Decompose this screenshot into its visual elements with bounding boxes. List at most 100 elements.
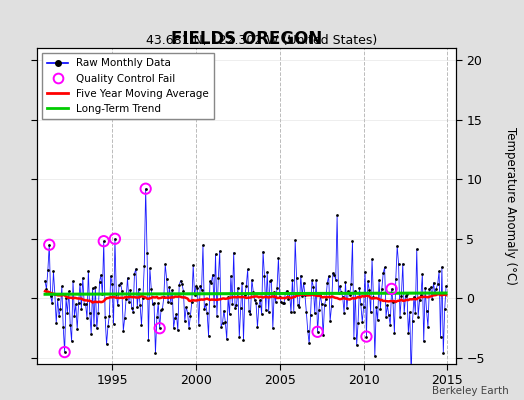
Point bbox=[265, 309, 273, 315]
Point bbox=[228, 301, 236, 307]
Point bbox=[152, 314, 161, 321]
Point bbox=[122, 296, 130, 302]
Legend: Raw Monthly Data, Quality Control Fail, Five Year Moving Average, Long-Term Tren: Raw Monthly Data, Quality Control Fail, … bbox=[42, 53, 214, 119]
Point bbox=[280, 300, 288, 306]
Point bbox=[278, 300, 287, 306]
Point bbox=[298, 292, 307, 299]
Point bbox=[261, 306, 270, 313]
Point bbox=[175, 282, 183, 288]
Point bbox=[87, 330, 95, 337]
Point bbox=[139, 295, 147, 301]
Point bbox=[118, 288, 126, 294]
Point bbox=[257, 311, 266, 317]
Point bbox=[343, 305, 351, 311]
Point bbox=[355, 284, 364, 291]
Point bbox=[199, 242, 207, 248]
Point bbox=[362, 333, 370, 340]
Point bbox=[350, 335, 358, 341]
Point bbox=[129, 308, 137, 315]
Point bbox=[309, 284, 318, 290]
Point bbox=[284, 296, 292, 302]
Point bbox=[347, 281, 355, 287]
Point bbox=[431, 291, 439, 297]
Point bbox=[364, 278, 372, 284]
Point bbox=[291, 237, 299, 244]
Point bbox=[295, 304, 303, 310]
Point bbox=[132, 266, 140, 272]
Point bbox=[408, 318, 417, 324]
Point bbox=[110, 321, 118, 327]
Point bbox=[308, 277, 316, 284]
Point bbox=[432, 285, 441, 292]
Point bbox=[400, 310, 408, 316]
Point bbox=[111, 236, 119, 242]
Point bbox=[81, 301, 90, 308]
Point bbox=[55, 313, 63, 319]
Point bbox=[386, 322, 395, 328]
Point bbox=[313, 329, 322, 335]
Point bbox=[429, 280, 438, 286]
Point bbox=[58, 283, 66, 290]
Point bbox=[60, 349, 69, 355]
Point bbox=[404, 330, 412, 336]
Title: FIELDS OREGON: FIELDS OREGON bbox=[171, 30, 322, 48]
Point bbox=[83, 315, 91, 321]
Point bbox=[244, 266, 252, 273]
Point bbox=[161, 261, 169, 268]
Point bbox=[204, 333, 213, 339]
Point bbox=[393, 243, 401, 249]
Point bbox=[344, 288, 353, 294]
Point bbox=[115, 282, 123, 288]
Point bbox=[73, 326, 81, 332]
Point bbox=[365, 287, 374, 293]
Point bbox=[438, 264, 446, 270]
Point bbox=[63, 310, 72, 316]
Point bbox=[294, 301, 302, 308]
Point bbox=[169, 324, 178, 331]
Point bbox=[313, 329, 322, 335]
Point bbox=[282, 288, 291, 294]
Point bbox=[84, 268, 93, 274]
Point bbox=[322, 296, 330, 302]
Point bbox=[320, 302, 329, 308]
Point bbox=[412, 246, 421, 252]
Point bbox=[220, 307, 228, 314]
Point bbox=[167, 300, 175, 306]
Point bbox=[416, 297, 424, 304]
Point bbox=[436, 334, 445, 340]
Point bbox=[221, 318, 230, 325]
Point bbox=[214, 275, 223, 282]
Point bbox=[374, 317, 382, 323]
Point bbox=[198, 286, 206, 293]
Point bbox=[41, 278, 49, 284]
Point bbox=[252, 300, 260, 306]
Point bbox=[239, 337, 248, 344]
Point bbox=[193, 284, 202, 291]
Point bbox=[406, 309, 414, 316]
Point bbox=[100, 238, 108, 244]
Point bbox=[435, 268, 443, 274]
Point bbox=[259, 248, 267, 255]
Point bbox=[270, 289, 278, 295]
Point bbox=[45, 242, 53, 248]
Point bbox=[375, 277, 383, 284]
Point bbox=[277, 299, 286, 306]
Point bbox=[203, 310, 211, 317]
Point bbox=[411, 310, 420, 316]
Point bbox=[146, 265, 154, 272]
Point bbox=[108, 281, 116, 287]
Point bbox=[396, 314, 404, 320]
Point bbox=[389, 299, 397, 306]
Point bbox=[316, 292, 324, 298]
Point bbox=[181, 318, 189, 324]
Point bbox=[319, 332, 328, 338]
Point bbox=[135, 286, 143, 292]
Point bbox=[387, 286, 396, 292]
Point bbox=[64, 288, 73, 294]
Point bbox=[219, 320, 227, 326]
Point bbox=[185, 325, 193, 331]
Point bbox=[236, 305, 245, 311]
Point bbox=[59, 324, 68, 330]
Point bbox=[89, 285, 97, 292]
Point bbox=[231, 304, 239, 311]
